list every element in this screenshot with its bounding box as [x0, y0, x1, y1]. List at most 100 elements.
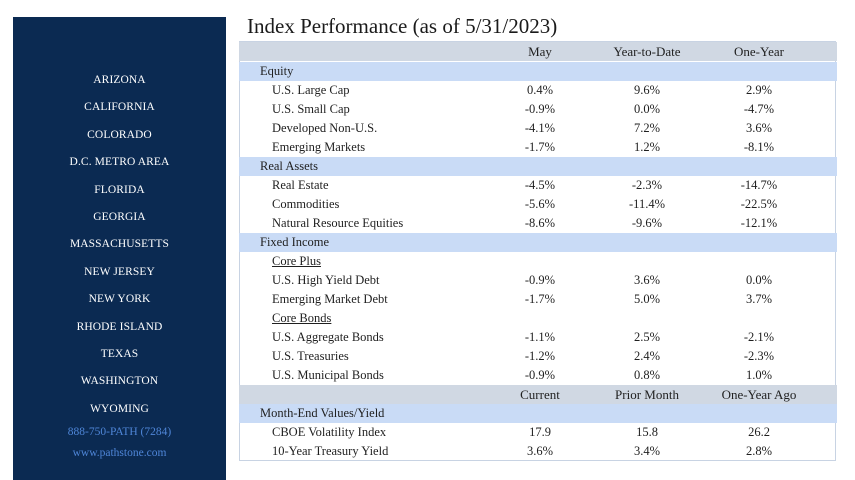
table-row: U.S. Municipal Bonds -0.9% 0.8% 1.0% — [239, 366, 837, 385]
state-california: CALIFORNIA — [84, 101, 155, 114]
row-label: U.S. Large Cap — [272, 83, 350, 97]
cell-one-year: -8.1% — [743, 140, 775, 154]
row-label: Real Estate — [272, 178, 329, 192]
cell-one-year: -2.3% — [743, 349, 775, 363]
row-label: CBOE Volatility Index — [272, 425, 387, 439]
cell-may: -4.1% — [524, 121, 556, 135]
cell-may: -4.5% — [524, 178, 556, 192]
cell-ytd: 2.4% — [633, 349, 661, 363]
cell-ytd: 0.0% — [633, 102, 661, 116]
table-row: 10-Year Treasury Yield 3.6% 3.4% 2.8% — [239, 442, 837, 461]
cell-one-year: 3.6% — [745, 121, 773, 135]
sidebar: ARIZONA CALIFORNIA COLORADO D.C. METRO A… — [13, 17, 226, 480]
table-row: Emerging Market Debt -1.7% 5.0% 3.7% — [239, 290, 837, 309]
table-row: CBOE Volatility Index 17.9 15.8 26.2 — [239, 423, 837, 442]
table-row: U.S. Treasuries -1.2% 2.4% -2.3% — [239, 347, 837, 366]
cell-ytd: -11.4% — [629, 197, 665, 211]
col-header-prior-month: Prior Month — [615, 387, 679, 402]
cell-ytd: 0.8% — [633, 368, 661, 382]
cell-ytd: -9.6% — [631, 216, 663, 230]
phone-number[interactable]: 888-750-PATH (7284) — [67, 426, 172, 438]
row-label: U.S. High Yield Debt — [272, 273, 380, 287]
cell-ytd: 1.2% — [633, 140, 661, 154]
state-texas: TEXAS — [100, 347, 139, 360]
cell-one-year: -12.1% — [740, 216, 778, 230]
section-equity: Equity — [239, 62, 837, 81]
state-rhode-island: RHODE ISLAND — [76, 320, 163, 333]
row-label: U.S. Municipal Bonds — [272, 368, 384, 382]
state-massachusetts: MASSACHUSETTS — [69, 238, 170, 251]
section-label: Month-End Values/Yield — [260, 406, 385, 420]
cell-one-year: 2.9% — [745, 83, 773, 97]
cell-may: -0.9% — [524, 102, 556, 116]
cell-one-year: -4.7% — [743, 102, 775, 116]
row-label: Developed Non-U.S. — [272, 121, 378, 135]
section-real-assets: Real Assets — [239, 157, 837, 176]
table-row: U.S. High Yield Debt -0.9% 3.6% 0.0% — [239, 271, 837, 290]
state-washington: WASHINGTON — [80, 375, 159, 388]
table-row: Commodities -5.6% -11.4% -22.5% — [239, 195, 837, 214]
state-georgia: GEORGIA — [93, 210, 146, 223]
cell-may: -0.9% — [524, 368, 556, 382]
state-colorado: COLORADO — [87, 128, 152, 141]
subsection-label: Core Bonds — [272, 311, 332, 325]
row-label: 10-Year Treasury Yield — [272, 444, 389, 458]
col-header-current: Current — [520, 387, 560, 402]
table-header-row-2: Current Prior Month One-Year Ago — [239, 385, 837, 404]
cell-may: -5.6% — [524, 197, 556, 211]
row-label: U.S. Aggregate Bonds — [272, 330, 384, 344]
subsection-core-bonds: Core Bonds — [239, 309, 837, 328]
row-label: Emerging Market Debt — [272, 292, 388, 306]
cell-may: 0.4% — [526, 83, 554, 97]
cell-may: -1.1% — [524, 330, 556, 344]
table-row: Emerging Markets -1.7% 1.2% -8.1% — [239, 138, 837, 157]
performance-table: May Year-to-Date One-Year Equity U.S. La… — [239, 41, 837, 461]
row-label: U.S. Treasuries — [272, 349, 349, 363]
cell-may: -1.7% — [524, 292, 556, 306]
row-label: Emerging Markets — [272, 140, 366, 154]
col-header-ytd: Year-to-Date — [613, 44, 681, 59]
cell-one-year: 3.7% — [745, 292, 773, 306]
section-month-end: Month-End Values/Yield — [239, 404, 837, 423]
table-row: Developed Non-U.S. -4.1% 7.2% 3.6% — [239, 119, 837, 138]
row-label: U.S. Small Cap — [272, 102, 350, 116]
section-label: Real Assets — [260, 159, 318, 173]
cell-ytd: -2.3% — [631, 178, 663, 192]
subsection-core-plus: Core Plus — [239, 252, 837, 271]
contact-info: 888-750-PATH (7284) www.pathstone.com — [13, 422, 226, 464]
cell-one-year-ago: 26.2 — [748, 425, 770, 439]
cell-may: -8.6% — [524, 216, 556, 230]
cell-one-year: 0.0% — [745, 273, 773, 287]
cell-one-year: -2.1% — [743, 330, 775, 344]
row-label: Natural Resource Equities — [272, 216, 404, 230]
table-header-row: May Year-to-Date One-Year — [239, 42, 837, 61]
website-link[interactable]: www.pathstone.com — [72, 447, 167, 459]
cell-current: 3.6% — [526, 444, 554, 458]
section-fixed-income: Fixed Income — [239, 233, 837, 252]
cell-ytd: 5.0% — [633, 292, 661, 306]
cell-ytd: 3.6% — [633, 273, 661, 287]
state-dc-metro: D.C. METRO AREA — [69, 156, 170, 169]
col-header-may: May — [528, 44, 552, 59]
cell-current: 17.9 — [529, 425, 551, 439]
state-new-jersey: NEW JERSEY — [84, 265, 155, 278]
cell-may: -0.9% — [524, 273, 556, 287]
table-row: Natural Resource Equities -8.6% -9.6% -1… — [239, 214, 837, 233]
table-row: Real Estate -4.5% -2.3% -14.7% — [239, 176, 837, 195]
table-row: U.S. Small Cap -0.9% 0.0% -4.7% — [239, 100, 837, 119]
cell-may: -1.2% — [524, 349, 556, 363]
subsection-label: Core Plus — [272, 254, 321, 268]
section-label: Fixed Income — [260, 235, 330, 249]
state-wyoming: WYOMING — [90, 402, 149, 415]
cell-one-year-ago: 2.8% — [745, 444, 773, 458]
row-label: Commodities — [272, 197, 340, 211]
cell-one-year: -14.7% — [740, 178, 778, 192]
state-florida: FLORIDA — [94, 183, 145, 196]
table-row: U.S. Large Cap 0.4% 9.6% 2.9% — [239, 81, 837, 100]
state-arizona: ARIZONA — [93, 74, 146, 86]
cell-may: -1.7% — [524, 140, 556, 154]
page-title: Index Performance (as of 5/31/2023) — [247, 14, 558, 38]
cell-prior-month: 3.4% — [633, 444, 661, 458]
cell-prior-month: 15.8 — [636, 425, 658, 439]
section-label: Equity — [260, 64, 294, 78]
